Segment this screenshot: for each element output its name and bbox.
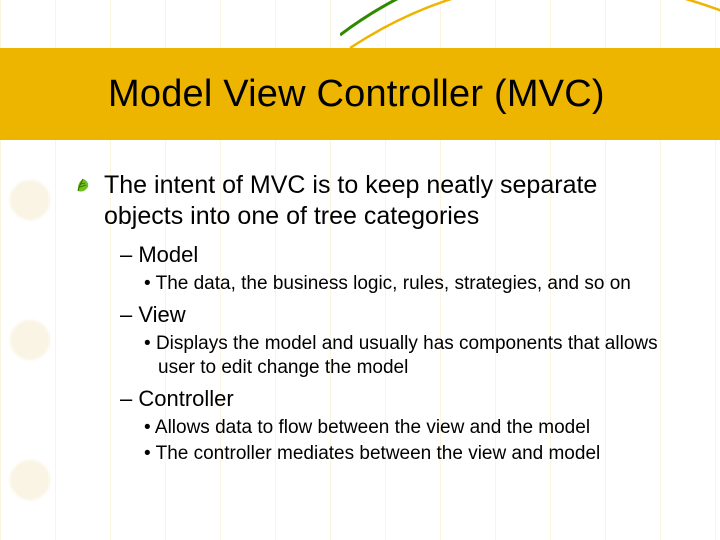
view-point-1: Displays the model and usually has compo…	[82, 332, 680, 380]
title-band: Model View Controller (MVC)	[0, 48, 720, 140]
category-model: Model	[82, 241, 680, 270]
category-controller: Controller	[82, 385, 680, 414]
category-view: View	[82, 301, 680, 330]
model-point-1: The data, the business logic, rules, str…	[82, 272, 680, 296]
content-area: The intent of MVC is to keep neatly sepa…	[82, 170, 680, 468]
controller-point-2: The controller mediates between the view…	[82, 442, 680, 466]
intro-paragraph: The intent of MVC is to keep neatly sepa…	[82, 170, 680, 231]
leaf-bullet-icon	[74, 177, 92, 195]
intro-text: The intent of MVC is to keep neatly sepa…	[104, 171, 597, 230]
slide-title: Model View Controller (MVC)	[108, 73, 605, 116]
controller-point-1: Allows data to flow between the view and…	[82, 416, 680, 440]
